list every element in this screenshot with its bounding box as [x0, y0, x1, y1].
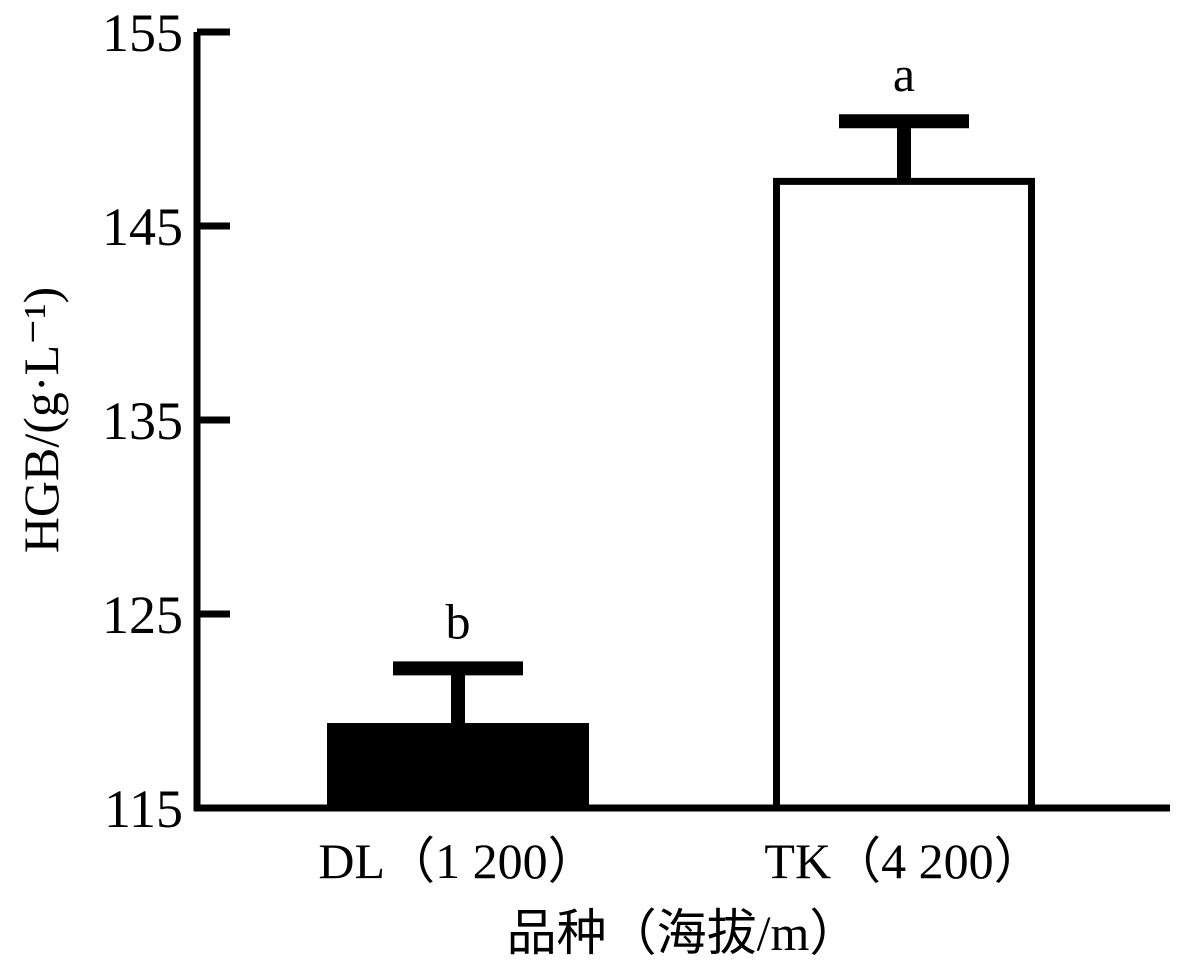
y-tick-label: 125: [102, 585, 183, 645]
significance-label: b: [446, 593, 471, 649]
significance-label: a: [893, 46, 915, 102]
y-axis-title: HGB/(g·L⁻¹): [13, 287, 69, 553]
bar: [773, 177, 1035, 812]
bars: [327, 114, 1035, 812]
y-ticks: 115 125 135 145 155: [102, 3, 230, 839]
x-category-label: TK（4 200）: [764, 833, 1043, 889]
x-category-label: DL（1 200）: [318, 833, 597, 889]
labels: b DL（1 200） a TK（4 200）: [318, 46, 1043, 889]
y-tick-label: 135: [102, 391, 183, 451]
y-tick-label: 115: [104, 779, 183, 839]
y-tick-label: 145: [102, 197, 183, 257]
y-tick-label: 155: [102, 3, 183, 63]
bar: [327, 723, 589, 812]
x-axis-title: 品种（海拔/m）: [507, 905, 860, 961]
